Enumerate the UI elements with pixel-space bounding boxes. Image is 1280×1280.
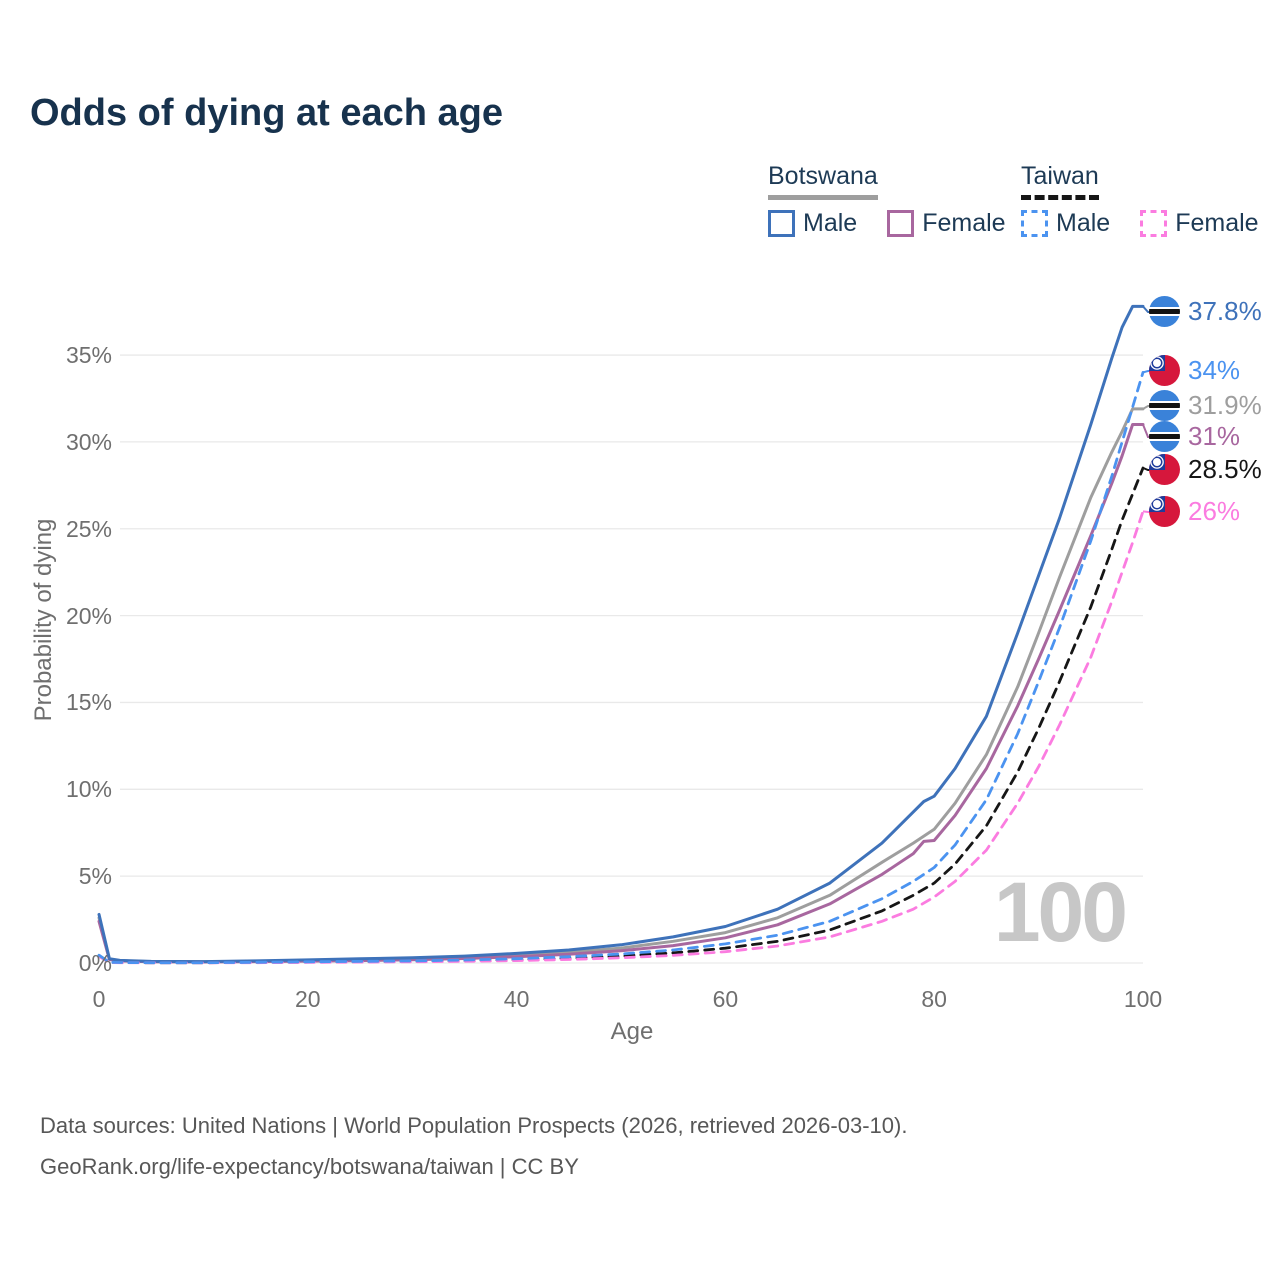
legend-label-botswana-male: Male: [803, 209, 858, 237]
legend-swatch-taiwan-female[interactable]: [1140, 210, 1168, 237]
botswana-flag-icon: [1149, 421, 1180, 452]
end-label-taiwan-female: 26%: [1149, 496, 1240, 527]
x-axis-title: Age: [610, 1018, 654, 1045]
x-tick-label: 40: [503, 986, 530, 1012]
y-tick-label: 10%: [65, 776, 112, 803]
y-axis-title: Probability of dying: [30, 518, 57, 722]
taiwan-flag-sun-icon: [1153, 500, 1161, 508]
taiwan-flag-sun-icon: [1153, 458, 1161, 466]
x-tick-label: 100: [1123, 986, 1163, 1012]
end-value-taiwan-both: 28.5%: [1188, 454, 1262, 484]
end-label-taiwan-male: 34%: [1149, 355, 1240, 386]
source-line-1: Data sources: United Nations | World Pop…: [40, 1113, 908, 1138]
legend-group-taiwan: Taiwan Male Female: [1021, 162, 1259, 238]
y-tick-label: 15%: [65, 689, 112, 716]
legend-title-botswana[interactable]: Botswana: [768, 162, 878, 200]
end-value-botswana-both: 31.9%: [1188, 390, 1262, 420]
series-line-botswana-male[interactable]: [97, 304, 1145, 964]
y-tick-label: 20%: [65, 602, 112, 629]
end-label-botswana-female: 31%: [1149, 421, 1240, 452]
y-tick-label: 30%: [65, 428, 112, 455]
end-value-taiwan-female: 26%: [1188, 496, 1241, 526]
taiwan-flag-icon: [1149, 496, 1180, 527]
taiwan-flag-icon: [1149, 454, 1180, 485]
legend-label-botswana-female: Female: [922, 209, 1006, 237]
source-footer: Data sources: United Nations | World Pop…: [40, 1106, 907, 1187]
legend-swatch-botswana-female[interactable]: [887, 210, 915, 237]
end-value-botswana-female: 31%: [1188, 421, 1241, 451]
botswana-flag-icon: [1149, 390, 1180, 421]
legend-item-taiwan-male[interactable]: Male: [1021, 209, 1110, 238]
legend-row-botswana: Male Female: [768, 209, 1006, 238]
legend-group-botswana: Botswana Male Female: [768, 162, 1006, 238]
x-tick-label: 60: [712, 986, 739, 1012]
legend-swatch-taiwan-male[interactable]: [1021, 210, 1048, 237]
end-value-taiwan-male: 34%: [1188, 355, 1241, 385]
hover-age-watermark: 100: [993, 865, 1128, 959]
end-label-taiwan-both: 28.5%: [1149, 454, 1262, 485]
taiwan-flag-canton: [1149, 355, 1165, 371]
x-tick-label: 80: [921, 986, 947, 1012]
legend-swatch-botswana-male[interactable]: [768, 210, 795, 237]
taiwan-flag-canton: [1149, 454, 1165, 470]
page-title: Odds of dying at each age: [30, 92, 503, 134]
taiwan-flag-sun-icon: [1153, 359, 1161, 367]
end-label-botswana-male: 37.8%: [1149, 296, 1262, 327]
source-line-2: GeoRank.org/life-expectancy/botswana/tai…: [40, 1153, 579, 1179]
end-label-botswana-both: 31.9%: [1149, 390, 1262, 421]
end-value-botswana-male: 37.8%: [1188, 296, 1262, 326]
x-tick-label: 0: [92, 986, 106, 1012]
x-tick-label: 20: [295, 986, 321, 1012]
legend-item-botswana-female[interactable]: Female: [887, 209, 1006, 238]
legend-label-taiwan-male: Male: [1056, 209, 1111, 237]
taiwan-flag-canton: [1149, 496, 1165, 512]
botswana-flag-icon: [1149, 296, 1180, 327]
legend-row-taiwan: Male Female: [1021, 209, 1259, 238]
legend-title-taiwan[interactable]: Taiwan: [1021, 162, 1099, 200]
series-line-taiwan-male[interactable]: [97, 371, 1145, 965]
legend-item-taiwan-female[interactable]: Female: [1140, 209, 1259, 238]
y-tick-label: 35%: [65, 342, 112, 369]
y-tick-label: 5%: [78, 863, 112, 890]
y-tick-label: 25%: [65, 515, 112, 542]
taiwan-flag-icon: [1149, 355, 1180, 386]
y-tick-label: 0%: [78, 950, 112, 976]
legend-label-taiwan-female: Female: [1175, 209, 1259, 237]
legend-item-botswana-male[interactable]: Male: [768, 209, 857, 238]
